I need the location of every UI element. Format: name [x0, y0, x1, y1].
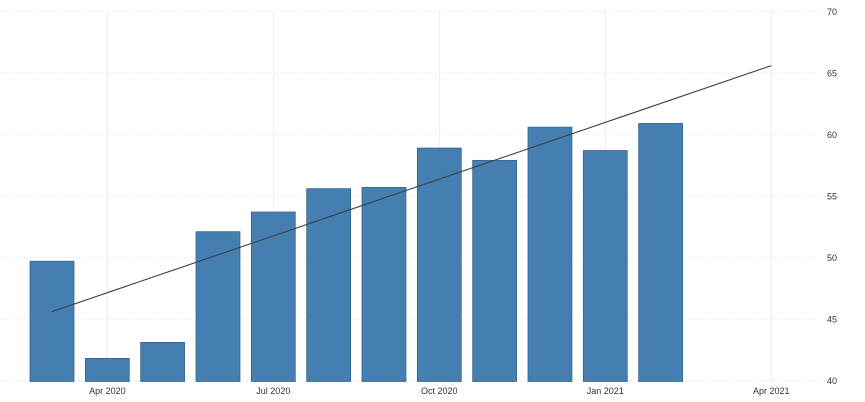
bar-sep-2020: [361, 187, 407, 382]
bar-jun-2020: [195, 231, 241, 382]
y-axis-tick-label: 50: [827, 253, 837, 263]
y-axis-tick-label: 70: [827, 7, 837, 17]
bar-may-2020: [140, 341, 186, 382]
bar-dec-2020: [527, 126, 573, 382]
bar-oct-2020: [416, 147, 462, 382]
y-axis-tick-label: 55: [827, 192, 837, 202]
x-axis-tick-label: Jan 2021: [587, 386, 624, 396]
x-axis-tick-label: Jul 2020: [256, 386, 290, 396]
x-axis-tick-label: Apr 2020: [89, 386, 126, 396]
bar-jul-2020: [250, 211, 296, 382]
y-axis-tick-label: 45: [827, 315, 837, 325]
bar-feb-2021: [638, 123, 684, 382]
bar-nov-2020: [472, 159, 518, 382]
x-axis-tick-label: Oct 2020: [421, 386, 458, 396]
bar-apr-2020: [84, 357, 130, 382]
trend-line: [51, 65, 772, 313]
y-axis-tick-label: 40: [827, 376, 837, 386]
y-axis-tick-label: 65: [827, 69, 837, 79]
x-axis-tick-label: Apr 2021: [753, 386, 790, 396]
bar-aug-2020: [306, 188, 352, 382]
y-axis-tick-label: 60: [827, 130, 837, 140]
bar-jan-2021: [582, 150, 628, 382]
bar-mar-2020: [29, 260, 75, 382]
